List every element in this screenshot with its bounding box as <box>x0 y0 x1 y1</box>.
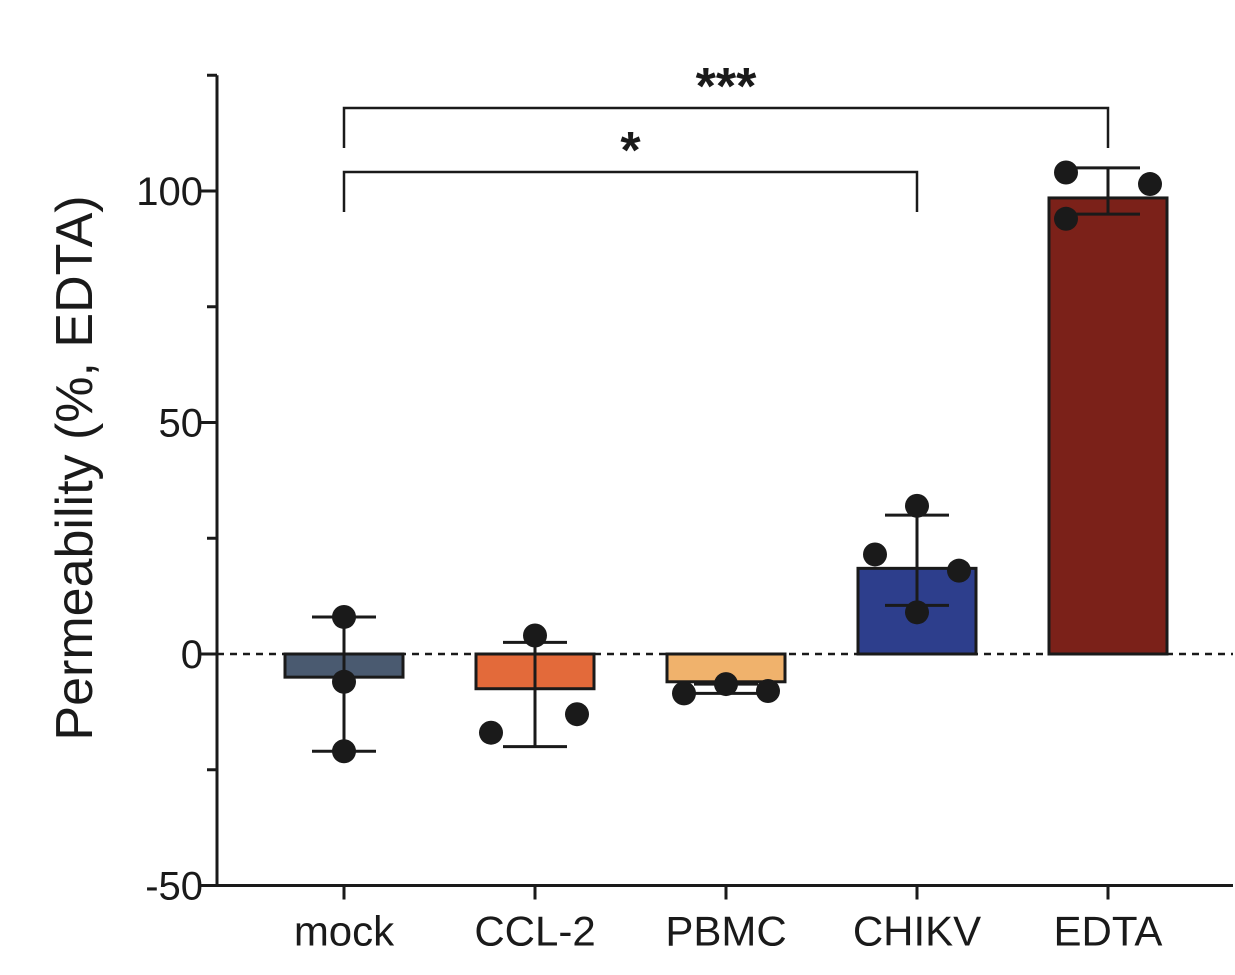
data-point-mock <box>332 669 356 694</box>
data-point-edta <box>1138 172 1162 197</box>
significance-label: * <box>620 122 641 180</box>
significance-label: *** <box>696 58 757 116</box>
x-tick-label: CHIKV <box>853 908 981 955</box>
significance-brackets: **** <box>342 58 1110 212</box>
x-tick-label: PBMC <box>665 908 786 955</box>
bar-edta <box>1047 196 1169 656</box>
data-point-mock <box>332 739 356 764</box>
y-tick-label: 50 <box>159 402 204 446</box>
y-tick-label: 100 <box>136 170 203 214</box>
data-point-chikv <box>863 542 887 567</box>
data-points <box>332 160 1162 764</box>
y-axis-label: Permeability (%, EDTA) <box>46 195 104 740</box>
x-tick-label: mock <box>294 908 395 955</box>
significance-bracket <box>342 106 1110 148</box>
x-tick-label: EDTA <box>1054 908 1163 955</box>
data-point-chikv <box>947 558 971 583</box>
data-point-chikv <box>905 493 929 518</box>
bars <box>283 196 1169 691</box>
axes: -50 0 50 100 mock CCL-2 PBMC CHIKV EDTA <box>136 73 1233 955</box>
y-tick-label: 0 <box>181 633 203 677</box>
data-point-pbmc <box>756 679 780 704</box>
data-point-edta <box>1054 206 1078 231</box>
data-point-mock <box>332 604 356 629</box>
significance-bracket <box>342 170 919 212</box>
data-point-chikv <box>905 600 929 625</box>
data-point-ccl-2 <box>479 720 503 745</box>
data-point-ccl-2 <box>565 702 589 727</box>
data-point-ccl-2 <box>523 623 547 648</box>
y-tick-label: -50 <box>145 865 203 909</box>
x-tick-label: CCL-2 <box>474 908 595 955</box>
data-point-pbmc <box>672 681 696 706</box>
data-point-edta <box>1054 160 1078 185</box>
labels: Permeability (%, EDTA) <box>46 195 104 740</box>
data-point-pbmc <box>714 672 738 697</box>
